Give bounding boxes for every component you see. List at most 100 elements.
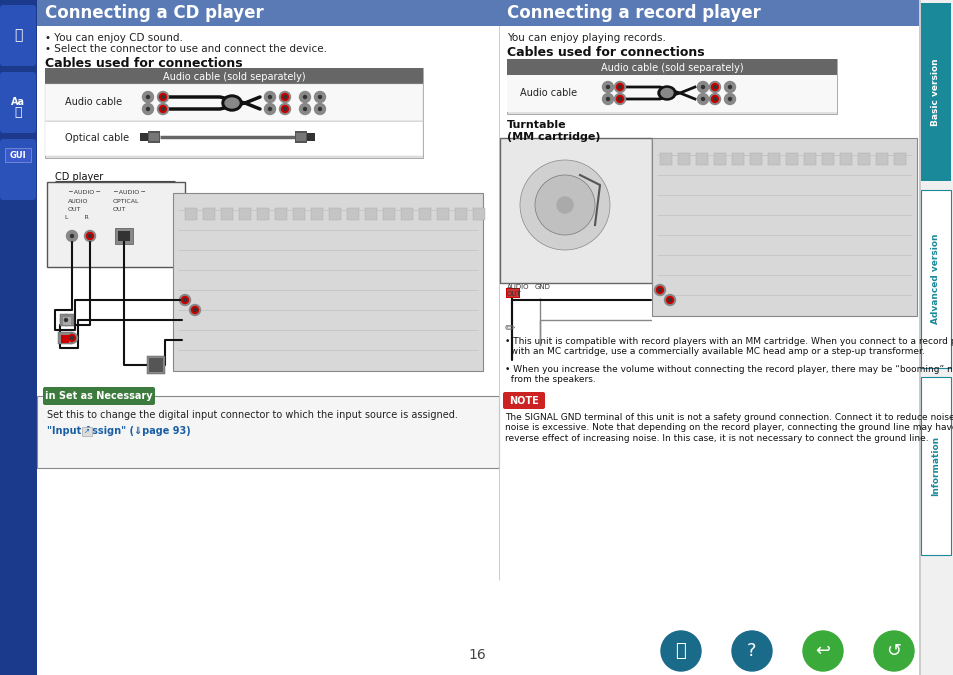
Ellipse shape bbox=[658, 86, 676, 100]
Bar bbox=[920, 190, 950, 368]
Bar bbox=[767, 153, 780, 165]
Circle shape bbox=[71, 337, 73, 340]
Circle shape bbox=[301, 94, 308, 101]
Circle shape bbox=[142, 103, 153, 115]
Text: Information: Information bbox=[930, 436, 940, 496]
Circle shape bbox=[726, 84, 733, 90]
Bar bbox=[294, 131, 307, 143]
Circle shape bbox=[89, 234, 91, 238]
Bar bbox=[785, 153, 797, 165]
Text: OUT: OUT bbox=[112, 207, 126, 212]
Circle shape bbox=[700, 86, 703, 88]
Bar bbox=[149, 133, 159, 141]
FancyBboxPatch shape bbox=[0, 72, 36, 133]
Bar bbox=[172, 193, 482, 371]
Circle shape bbox=[709, 82, 720, 92]
Circle shape bbox=[301, 105, 308, 113]
Bar bbox=[365, 208, 376, 220]
Circle shape bbox=[316, 94, 323, 101]
Bar bbox=[678, 153, 689, 165]
Circle shape bbox=[535, 175, 595, 235]
Circle shape bbox=[266, 94, 274, 101]
Circle shape bbox=[67, 230, 77, 242]
Text: Optical cable: Optical cable bbox=[65, 133, 129, 143]
Bar bbox=[875, 153, 887, 165]
Bar bbox=[329, 208, 340, 220]
Bar bbox=[506, 289, 518, 297]
Circle shape bbox=[602, 94, 613, 105]
Circle shape bbox=[726, 95, 733, 103]
Bar bbox=[498, 0, 918, 26]
Circle shape bbox=[873, 631, 913, 671]
Text: NOTE: NOTE bbox=[509, 396, 538, 406]
Circle shape bbox=[179, 294, 191, 306]
Circle shape bbox=[697, 82, 708, 92]
Circle shape bbox=[142, 92, 153, 103]
Circle shape bbox=[557, 197, 573, 213]
Circle shape bbox=[190, 304, 200, 315]
Circle shape bbox=[728, 86, 731, 88]
Circle shape bbox=[711, 95, 718, 103]
Bar bbox=[731, 153, 743, 165]
Bar bbox=[506, 59, 836, 114]
Text: AUDIO: AUDIO bbox=[68, 199, 89, 204]
Circle shape bbox=[614, 82, 625, 92]
Circle shape bbox=[264, 103, 275, 115]
Bar bbox=[58, 332, 71, 344]
Text: Aa: Aa bbox=[11, 97, 25, 107]
Circle shape bbox=[606, 86, 609, 88]
Ellipse shape bbox=[660, 88, 672, 97]
Circle shape bbox=[656, 286, 662, 294]
Circle shape bbox=[283, 107, 286, 111]
Text: ↩: ↩ bbox=[815, 642, 830, 660]
Bar bbox=[45, 68, 422, 84]
Circle shape bbox=[193, 308, 196, 311]
Circle shape bbox=[654, 284, 665, 296]
Circle shape bbox=[728, 97, 731, 101]
Bar bbox=[400, 208, 413, 220]
Bar bbox=[115, 228, 132, 244]
Bar bbox=[473, 208, 484, 220]
Text: Turntable
(MM cartridge): Turntable (MM cartridge) bbox=[506, 120, 599, 142]
Circle shape bbox=[283, 95, 286, 99]
Bar bbox=[185, 208, 196, 220]
Circle shape bbox=[711, 84, 718, 90]
Circle shape bbox=[161, 107, 164, 111]
Circle shape bbox=[87, 232, 93, 240]
Circle shape bbox=[697, 94, 708, 105]
Circle shape bbox=[318, 95, 321, 99]
Bar bbox=[274, 208, 287, 220]
Bar bbox=[47, 182, 185, 267]
Bar bbox=[920, 3, 950, 181]
Text: • Select the connector to use and connect the device.: • Select the connector to use and connec… bbox=[45, 44, 327, 54]
Ellipse shape bbox=[222, 95, 242, 111]
Circle shape bbox=[299, 103, 310, 115]
Ellipse shape bbox=[225, 98, 239, 108]
Text: GUI: GUI bbox=[10, 151, 27, 159]
Bar bbox=[239, 208, 251, 220]
Bar bbox=[311, 208, 323, 220]
Circle shape bbox=[606, 97, 609, 101]
Circle shape bbox=[658, 288, 660, 292]
Text: OPTICAL: OPTICAL bbox=[112, 199, 139, 204]
Bar bbox=[749, 153, 761, 165]
Circle shape bbox=[60, 315, 71, 325]
Bar bbox=[0, 0, 37, 675]
Text: Audio cable (sold separately): Audio cable (sold separately) bbox=[600, 63, 742, 73]
Text: in Set as Necessary: in Set as Necessary bbox=[45, 391, 152, 401]
Circle shape bbox=[664, 294, 675, 306]
Circle shape bbox=[618, 86, 620, 88]
Text: AUDIO
OUT: AUDIO OUT bbox=[506, 284, 529, 297]
FancyBboxPatch shape bbox=[502, 392, 544, 409]
FancyBboxPatch shape bbox=[43, 387, 154, 405]
Bar bbox=[293, 208, 305, 220]
Circle shape bbox=[666, 296, 673, 304]
Bar bbox=[506, 75, 836, 112]
Bar bbox=[37, 0, 498, 26]
Text: Connecting a CD player: Connecting a CD player bbox=[45, 4, 263, 22]
Text: CD player: CD player bbox=[55, 172, 103, 182]
Circle shape bbox=[668, 298, 671, 302]
Text: 📖: 📖 bbox=[13, 28, 22, 42]
Text: OUT: OUT bbox=[68, 207, 81, 212]
Bar bbox=[499, 138, 651, 283]
